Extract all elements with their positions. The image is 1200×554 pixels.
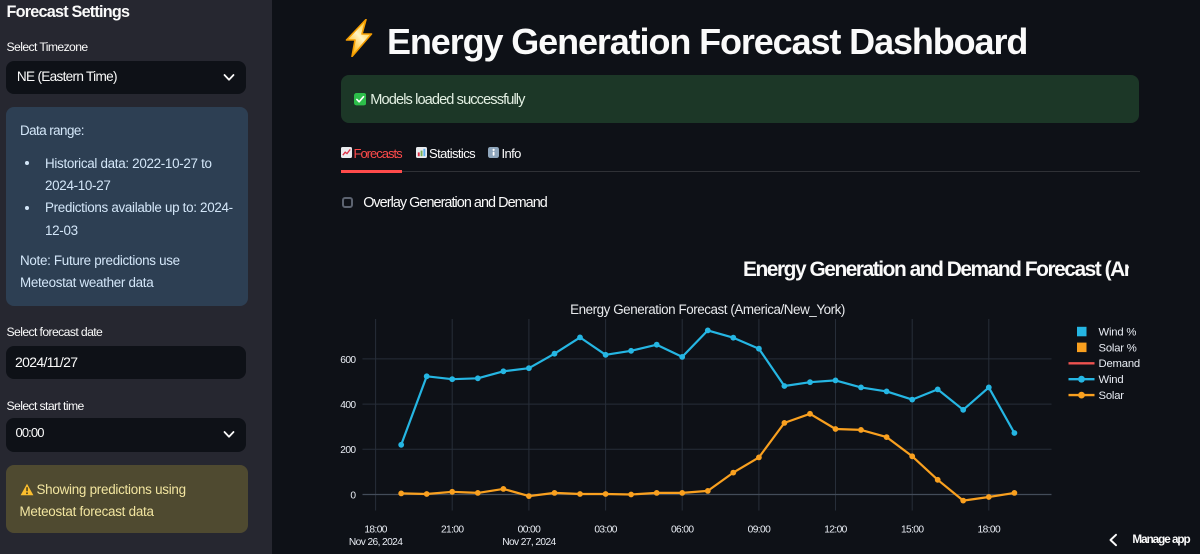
svg-text:15:00: 15:00	[901, 525, 924, 536]
svg-text:Wind: Wind	[1099, 374, 1124, 386]
svg-text:Energy Generation Forecast (Am: Energy Generation Forecast (America/New_…	[570, 302, 845, 317]
svg-text:18:00: 18:00	[364, 525, 387, 536]
svg-text:06:00: 06:00	[671, 525, 694, 536]
svg-text:09:00: 09:00	[748, 525, 771, 536]
svg-text:200: 200	[340, 445, 356, 456]
svg-text:03:00: 03:00	[594, 525, 617, 536]
svg-text:18:00: 18:00	[978, 525, 1001, 536]
svg-text:12:00: 12:00	[824, 525, 847, 536]
svg-text:Solar: Solar	[1099, 390, 1125, 402]
svg-text:Nov 26, 2024: Nov 26, 2024	[349, 537, 403, 548]
svg-text:Solar %: Solar %	[1099, 342, 1137, 354]
svg-text:00:00: 00:00	[518, 525, 541, 536]
svg-text:Wind %: Wind %	[1099, 326, 1137, 338]
svg-text:600: 600	[340, 355, 356, 366]
svg-text:21:00: 21:00	[441, 525, 464, 536]
svg-text:Demand: Demand	[1099, 358, 1141, 370]
svg-text:400: 400	[340, 400, 356, 411]
svg-text:0: 0	[350, 490, 356, 501]
svg-text:Nov 27, 2024: Nov 27, 2024	[502, 537, 556, 548]
